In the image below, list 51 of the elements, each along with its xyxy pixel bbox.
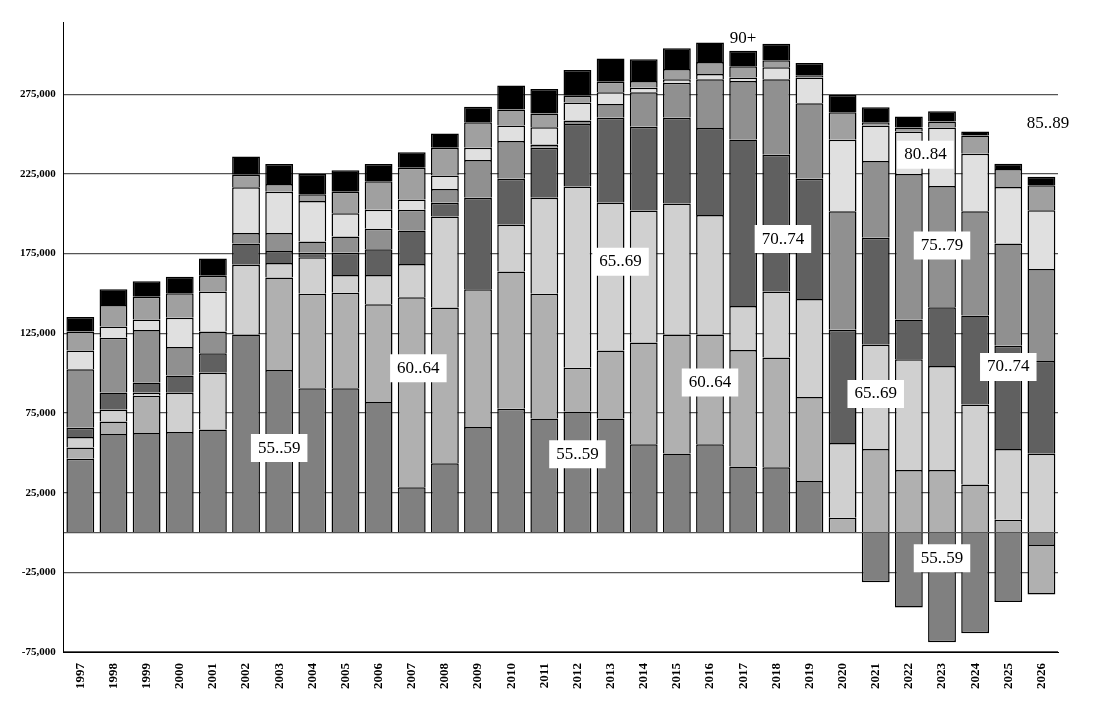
x-tick-label: 2017 [734, 662, 750, 689]
x-tick-label: 2026 [1032, 662, 1048, 689]
y-tick-label: 75,000 [25, 405, 57, 418]
x-tick-label: 2018 [767, 662, 783, 689]
x-tick-label: 2000 [171, 663, 187, 689]
y-tick-label: 125,000 [20, 326, 57, 339]
x-tick-label: 2007 [403, 662, 419, 689]
y-tick-label: 25,000 [25, 485, 57, 498]
x-tick-label: 1998 [104, 662, 120, 689]
x-tick-label: 1997 [71, 662, 87, 689]
x-tick-label: 2013 [601, 662, 617, 689]
y-tick-label: 175,000 [20, 246, 57, 259]
annotation: 65..69 [854, 383, 897, 403]
y-tick-label: -75,000 [21, 644, 57, 657]
x-tick-label: 2015 [668, 662, 684, 689]
x-tick-label: 2022 [900, 663, 916, 689]
y-tick-label: -25,000 [21, 565, 57, 578]
annotation: 60..64 [688, 372, 732, 392]
annotation: 80..84 [904, 144, 948, 164]
x-tick-label: 2006 [369, 662, 385, 689]
annotation: 90+ [729, 27, 757, 47]
x-tick-label: 2020 [833, 663, 849, 689]
annotation: 55..59 [556, 443, 599, 463]
x-tick-label: 1999 [137, 662, 153, 689]
x-tick-label: 2023 [933, 662, 949, 689]
x-tick-label: 2014 [635, 662, 651, 689]
x-tick-label: 2016 [701, 662, 717, 689]
y-tick-label: 275,000 [20, 87, 57, 100]
annotation: 85..89 [1026, 112, 1070, 132]
annotation: 70..74 [987, 356, 1031, 376]
x-tick-label: 2021 [867, 663, 883, 689]
annotation: 65..69 [599, 251, 642, 271]
x-tick-label: 2010 [502, 663, 518, 689]
annotation: 55..59 [257, 437, 301, 457]
x-tick-label: 2019 [800, 662, 816, 689]
x-tick-label: 2004 [303, 662, 319, 689]
x-tick-label: 2025 [999, 662, 1015, 689]
x-tick-label: 2001 [204, 663, 220, 689]
x-tick-label: 2009 [469, 662, 485, 689]
x-tick-label: 2002 [237, 663, 253, 689]
x-tick-label: 2008 [436, 662, 452, 689]
x-tick-label: 2012 [568, 663, 584, 689]
x-tick-label: 2003 [270, 662, 286, 689]
x-tick-label: 2005 [336, 662, 352, 689]
annotation: 70..74 [761, 228, 805, 248]
annotation: 60..64 [397, 357, 441, 377]
x-tick-label: 2024 [966, 662, 982, 689]
annotation: 75..79 [920, 234, 964, 254]
annotation: 55..59 [920, 547, 964, 567]
x-tick-label: 2011 [535, 663, 551, 689]
y-tick-label: 225,000 [20, 166, 57, 179]
